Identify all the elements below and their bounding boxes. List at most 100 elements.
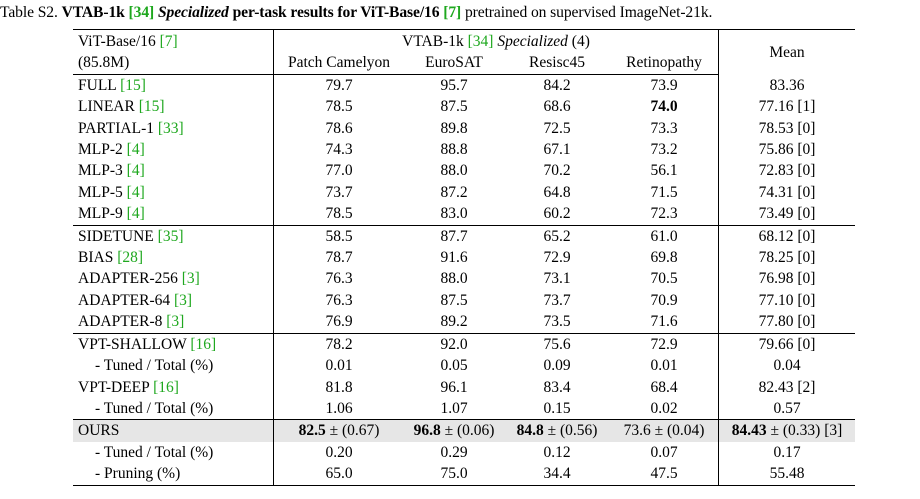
cell-mean: 84.43 ± (0.33) [3] <box>718 419 855 442</box>
row-method: MLP-9 [4] <box>73 203 274 226</box>
cell-value: 0.29 <box>440 443 468 461</box>
cell-value: 87.2 <box>440 183 468 201</box>
column-header: Retinopathy <box>610 52 719 75</box>
header-row: (85.8M) Patch Camelyon EuroSAT Resisc45 … <box>73 52 855 75</box>
row-method: - Tuned / Total (%) <box>73 441 274 464</box>
row-method: BIAS [28] <box>73 247 274 269</box>
cell-value: 64.8 <box>543 183 571 201</box>
cell-mean: 72.83 [0] <box>758 162 816 180</box>
cell-value: 0.20 <box>325 443 353 461</box>
table-row: ADAPTER-8 [3] 76.9 89.2 73.5 71.6 77.80 [0] <box>73 311 855 334</box>
row-method: MLP-2 [4] <box>73 139 274 161</box>
caption-suffix: pretrained on supervised ImageNet-21k. <box>464 4 713 21</box>
citation-link[interactable]: [7] <box>159 33 178 50</box>
cell-value: 81.8 <box>325 378 353 396</box>
cell-value: 56.1 <box>610 160 719 182</box>
citation-link[interactable]: [4] <box>126 205 145 223</box>
cell-value: 82.5 ± (0.67) <box>273 419 404 442</box>
row-method: - Tuned / Total (%) <box>73 355 274 377</box>
citation-link[interactable]: [3] <box>166 313 185 331</box>
cell-value: 73.9 <box>610 74 719 97</box>
cell-value: 87.5 <box>440 291 468 309</box>
column-header: EuroSAT <box>404 52 504 75</box>
cell-value: 84.8 ± (0.56) <box>504 419 610 442</box>
cell-mean: 74.31 [0] <box>758 183 816 201</box>
cell-mean: 0.57 <box>773 399 801 417</box>
cell-mean: 83.36 <box>769 76 805 94</box>
cell-value: 75.0 <box>404 463 504 486</box>
cell-value: 61.0 <box>610 224 719 248</box>
cell-value: 83.4 <box>543 378 571 396</box>
cell-value: 34.4 <box>504 463 610 486</box>
cell-value: 0.07 <box>610 441 719 464</box>
citation-link[interactable]: [16] <box>153 378 179 396</box>
table-row: MLP-9 [4] 78.5 83.0 60.2 72.3 73.49 [0] <box>73 203 855 226</box>
table-row: MLP-5 [4] 73.7 87.2 64.8 71.5 74.31 [0] <box>73 181 855 204</box>
cell-mean: 77.80 [0] <box>758 313 816 331</box>
cell-value: 73.6 ± (0.04) <box>610 419 719 442</box>
cell-value: 92.0 <box>404 332 504 356</box>
caption-citation[interactable]: [7] <box>443 4 462 21</box>
column-header: Patch Camelyon <box>273 52 404 75</box>
row-method: ADAPTER-8 [3] <box>73 311 274 334</box>
cell-mean: 73.49 [0] <box>758 205 816 223</box>
caption-citation[interactable]: [34] <box>128 4 155 21</box>
header-params: (85.8M) <box>73 52 274 75</box>
citation-link[interactable]: [28] <box>117 249 144 267</box>
cell-value: 0.02 <box>610 397 719 420</box>
cell-value: 79.7 <box>325 76 353 94</box>
results-table: ViT-Base/16 [7] VTAB-1k [34] Specialized… <box>73 29 855 486</box>
cell-value: 74.0 <box>610 96 719 118</box>
cell-value: 76.3 <box>325 270 353 288</box>
citation-link[interactable]: [3] <box>181 270 200 288</box>
table-row: - Tuned / Total (%) 1.06 1.07 0.15 0.02 0.57 <box>73 397 855 420</box>
caption-title-italic: Specialized <box>157 4 229 21</box>
cell-value: 73.2 <box>610 139 719 161</box>
cell-value: 84.2 <box>543 76 571 94</box>
row-method: VPT-SHALLOW [16] <box>73 332 274 356</box>
citation-link[interactable]: [34] <box>467 33 494 50</box>
table-row: FULL [15] 79.7 95.7 84.2 73.9 83.36 <box>73 74 855 97</box>
cell-value: 88.0 <box>440 270 468 288</box>
cell-value: 68.6 <box>543 98 571 116</box>
table-row: ADAPTER-256 [3] 76.3 88.0 73.1 70.5 76.98 [0] <box>73 268 855 290</box>
table-row: LINEAR [15] 78.5 87.5 68.6 74.0 77.16 [1] <box>73 96 855 118</box>
cell-mean: 78.53 [0] <box>758 119 816 137</box>
table-row: SIDETUNE [35] 58.5 87.7 65.2 61.0 68.12 [0] <box>73 224 855 248</box>
cell-value: 88.8 <box>440 141 468 159</box>
row-method: OURS <box>73 419 274 442</box>
cell-mean: 77.16 [1] <box>758 98 816 116</box>
cell-mean: 76.98 [0] <box>758 270 816 288</box>
citation-link[interactable]: [3] <box>174 291 193 309</box>
cell-value: 0.12 <box>543 443 571 461</box>
table-row: MLP-2 [4] 74.3 88.8 67.1 73.2 75.86 [0] <box>73 139 855 161</box>
caption-title-part: per-task results for ViT-Base/16 <box>232 4 440 21</box>
cell-mean: 0.17 <box>773 443 801 461</box>
header-mean: Mean <box>718 29 855 75</box>
row-method: ADAPTER-64 [3] <box>73 289 274 312</box>
caption-title-part: VTAB-1k <box>61 4 125 21</box>
row-method: FULL [15] <box>73 74 274 97</box>
cell-value: 70.9 <box>610 289 719 312</box>
cell-value: 60.2 <box>543 205 571 223</box>
citation-link[interactable]: [15] <box>120 76 146 94</box>
citation-link[interactable]: [15] <box>138 98 165 116</box>
cell-value: 71.6 <box>610 311 719 334</box>
citation-link[interactable]: [16] <box>190 335 217 353</box>
citation-link[interactable]: [4] <box>126 183 145 201</box>
citation-link[interactable]: [33] <box>157 119 184 137</box>
citation-link[interactable]: [4] <box>126 162 145 180</box>
caption-prefix: Table S2. <box>0 4 58 21</box>
citation-link[interactable]: [35] <box>157 227 184 245</box>
row-method: MLP-3 [4] <box>73 160 274 182</box>
cell-value: 77.0 <box>325 162 353 180</box>
table-row: MLP-3 [4] 77.0 88.0 70.2 56.1 72.83 [0] <box>73 160 855 182</box>
row-method: ADAPTER-256 [3] <box>73 268 274 290</box>
row-method: MLP-5 [4] <box>73 181 274 204</box>
cell-mean: 79.66 [0] <box>718 332 855 356</box>
cell-value: 0.01 <box>325 357 353 375</box>
citation-link[interactable]: [4] <box>126 141 145 159</box>
cell-value: 72.9 <box>610 332 719 356</box>
cell-value: 75.6 <box>504 332 610 356</box>
row-method: SIDETUNE [35] <box>73 224 274 248</box>
